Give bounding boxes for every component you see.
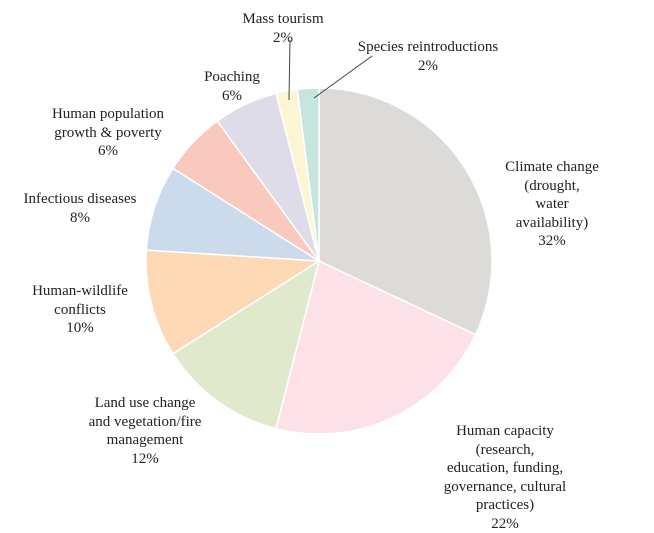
category-label: Climate change (drought, water availabil… — [501, 158, 603, 232]
value-label: 2% — [242, 29, 323, 48]
value-label: 2% — [358, 57, 498, 76]
value-label: 6% — [52, 142, 164, 161]
category-label: Poaching — [204, 68, 260, 87]
category-label: Mass tourism — [242, 10, 323, 29]
category-label: Infectious diseases — [24, 190, 137, 209]
category-label: Human-wildlife conflicts — [32, 282, 128, 319]
value-label: 32% — [501, 232, 603, 251]
value-label: 10% — [32, 319, 128, 338]
value-label: 22% — [431, 515, 580, 533]
page: {"chart_data": {"type": "pie", "categori… — [0, 0, 654, 501]
category-label: Species reintroductions — [358, 38, 498, 57]
value-label: 12% — [89, 450, 202, 469]
category-label: Human population growth & poverty — [52, 105, 164, 142]
slice-label: Land use change and vegetation/fire mana… — [89, 394, 202, 468]
value-label: 6% — [204, 87, 260, 106]
value-label: 8% — [24, 209, 137, 228]
slice-label: Human capacity (research, education, fun… — [431, 422, 580, 533]
slice-label: Climate change (drought, water availabil… — [501, 158, 603, 251]
category-label: Land use change and vegetation/fire mana… — [89, 394, 202, 450]
